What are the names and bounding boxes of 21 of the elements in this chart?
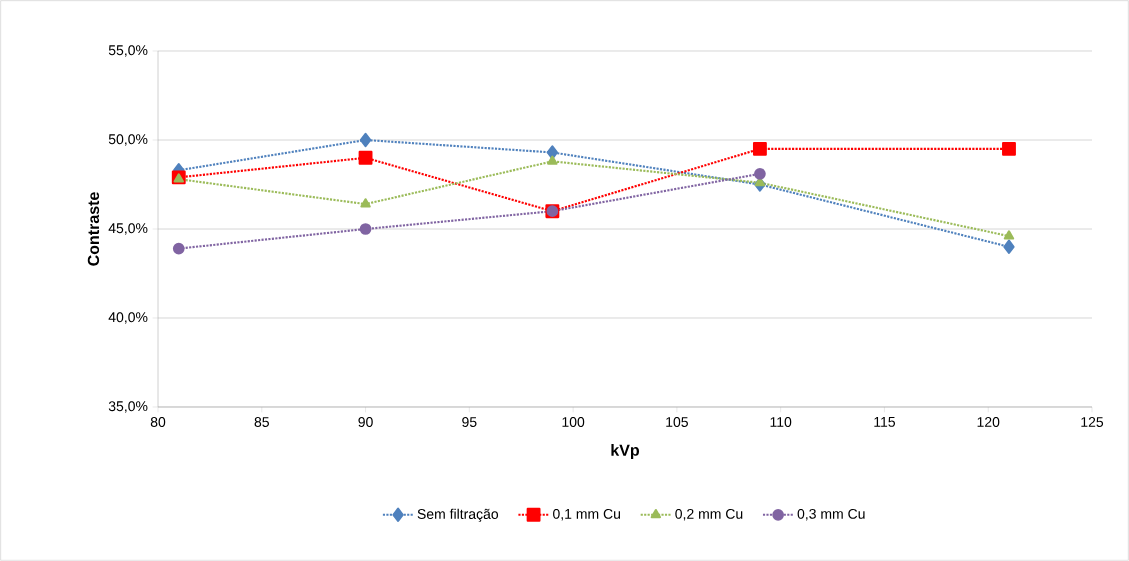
legend-label: 0,3 mm Cu xyxy=(797,508,865,521)
y-tick-label: 55,0% xyxy=(108,45,148,57)
x-tick-label: 80 xyxy=(150,417,166,427)
y-tick-label: 50,0% xyxy=(108,134,148,146)
x-tick-label: 115 xyxy=(874,417,896,427)
y-tick-label: 40,0% xyxy=(108,312,148,324)
x-axis-title: kVp xyxy=(611,444,640,460)
y-axis-title: Contraste xyxy=(87,192,100,266)
x-tick-label: 125 xyxy=(1081,417,1104,427)
x-tick-label: 120 xyxy=(977,417,1000,427)
x-tick-label: 105 xyxy=(666,417,688,427)
x-tick-label: 100 xyxy=(562,417,585,427)
legend-label: 0,1 mm Cu xyxy=(553,508,621,521)
x-tick-label: 95 xyxy=(462,417,477,427)
x-tick-label: 85 xyxy=(254,417,269,427)
y-tick-label: 45,0% xyxy=(108,223,148,235)
y-tick-label: 35,0% xyxy=(108,401,148,413)
legend-label: 0,2 mm Cu xyxy=(675,508,743,521)
legend-label: Sem filtração xyxy=(417,508,499,522)
x-tick-label: 90 xyxy=(358,417,373,427)
x-tick-label: 110 xyxy=(770,417,792,427)
